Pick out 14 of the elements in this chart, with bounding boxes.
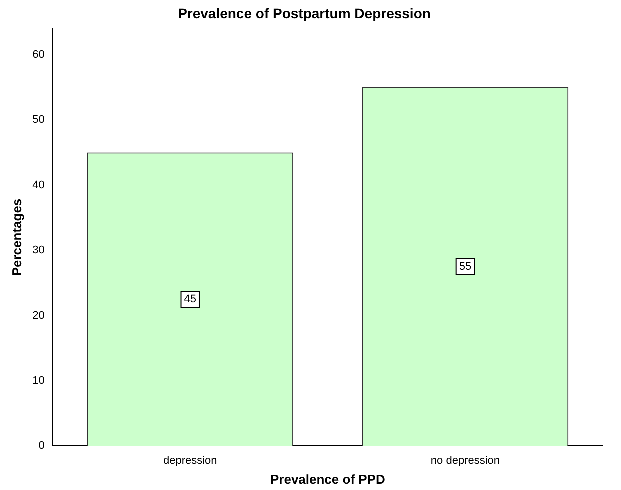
y-tick-label: 60: [32, 48, 45, 61]
y-tick-label: 0: [38, 440, 45, 452]
data-label: 55: [459, 260, 472, 273]
y-tick-label: 30: [32, 244, 45, 257]
y-tick-label: 10: [32, 375, 45, 388]
x-axis-title: Prevalence of PPD: [270, 472, 386, 487]
y-tick-label: 20: [32, 310, 45, 322]
chart-title: Prevalence of Postpartum Depression: [178, 5, 431, 22]
y-tick-label: 40: [32, 179, 45, 192]
data-label: 45: [184, 293, 196, 306]
x-tick-label: no depression: [430, 454, 500, 467]
x-tick-label: depression: [163, 454, 218, 467]
y-axis-title: Percentages: [9, 198, 24, 276]
y-tick-label: 50: [32, 114, 45, 126]
